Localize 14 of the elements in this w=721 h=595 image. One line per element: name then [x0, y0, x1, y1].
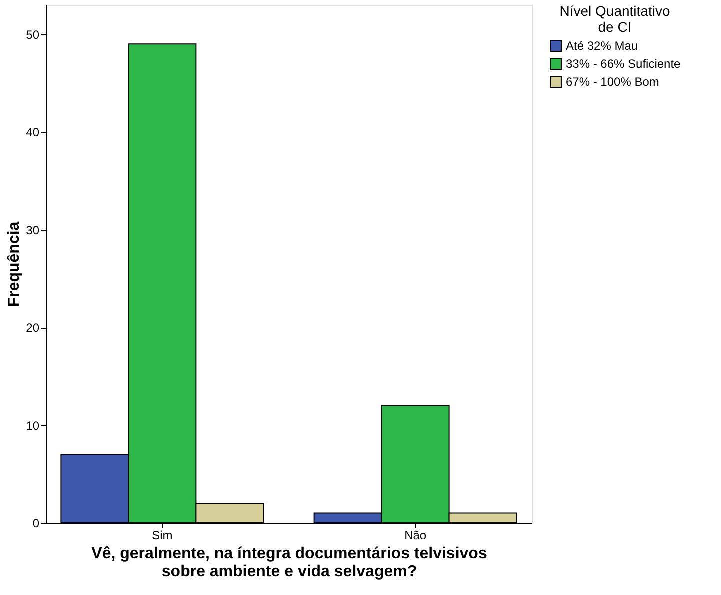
x-tick-label: Sim [152, 528, 173, 542]
y-tick-label: 50 [26, 28, 40, 42]
x-axis-title: Vê, geralmente, na íntegra documentários telvisivos sobre ambiente e vida selvagem? [92, 546, 488, 580]
y-tick-label: 10 [26, 418, 40, 433]
legend-label: 67% - 100% Bom [566, 75, 660, 89]
legend-label: Até 32% Mau [566, 39, 638, 53]
y-tick-label: 20 [26, 321, 40, 336]
y-tick-label: 0 [32, 516, 40, 530]
y-axis-title: Frequência [6, 222, 24, 308]
x-tick-label: Não [404, 528, 427, 542]
legend-label: 33% - 66% Suficiente [566, 57, 682, 71]
legend-title: Nível Quantitativo de CI [560, 3, 670, 35]
y-tick-label: 30 [26, 223, 40, 238]
y-tick-label: 40 [26, 126, 40, 140]
